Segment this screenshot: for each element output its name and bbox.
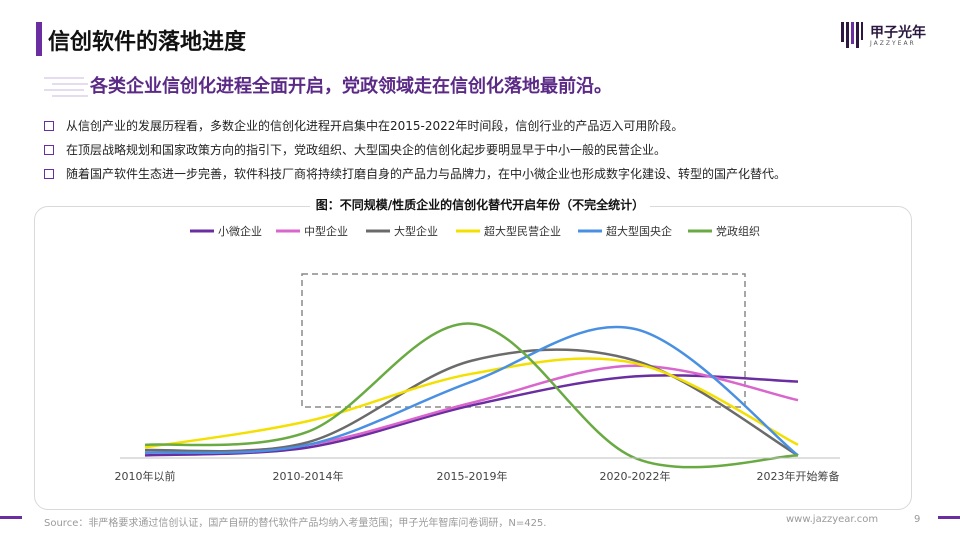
bullet-list: 从信创产业的发展历程看，多数企业的信创化进程开启集中在2015-2022年时间段… — [44, 114, 924, 186]
square-bullet-icon — [44, 169, 54, 179]
legend-label: 超大型国央企 — [606, 224, 672, 238]
legend-label: 大型企业 — [394, 224, 438, 238]
x-tick-label: 2010年以前 — [115, 469, 176, 483]
chart-title-text: 图：不同规模/性质企业的信创化替代开启年份（不完全统计） — [309, 198, 651, 212]
bullet-item: 从信创产业的发展历程看，多数企业的信创化进程开启集中在2015-2022年时间段… — [44, 114, 924, 138]
legend-item-2: 大型企业 — [366, 224, 438, 238]
x-axis-ticks: 2010年以前 2010-2014年 2015-2019年 2020-2022年 202… — [115, 469, 840, 483]
page-number: 9 — [914, 514, 921, 525]
x-tick-label: 2015-2019年 — [437, 469, 508, 483]
series-line-3 — [144, 357, 799, 449]
bullet-text: 从信创产业的发展历程看，多数企业的信创化进程开启集中在2015-2022年时间段… — [66, 119, 684, 133]
legend-label: 小微企业 — [218, 224, 262, 238]
headline-stripes-icon — [44, 77, 88, 97]
website-link[interactable]: www.jazzyear.com — [786, 514, 879, 525]
bullet-item: 在顶层战略规划和国家政策方向的指引下，党政组织、大型国央企的信创化起步要明显早于… — [44, 138, 924, 162]
bullet-item: 随着国产软件生态进一步完善，软件科技厂商将持续打磨自身的产品力与品牌力，在中小微… — [44, 162, 924, 186]
footer-accent-left — [0, 516, 22, 519]
logo-mark-icon — [841, 22, 863, 48]
square-bullet-icon — [44, 121, 54, 131]
legend-item-5: 党政组织 — [688, 224, 760, 238]
bullet-text: 在顶层战略规划和国家政策方向的指引下，党政组织、大型国央企的信创化起步要明显早于… — [66, 143, 667, 157]
logo-name-cn: 甲子光年 — [870, 25, 926, 41]
x-tick-label: 2020-2022年 — [600, 469, 671, 483]
page-title: 信创软件的落地进度 — [48, 30, 247, 55]
logo-name-en: JAZZYEAR — [870, 40, 916, 47]
x-tick-label: 2010-2014年 — [273, 469, 344, 483]
series-line-5 — [144, 322, 799, 469]
headline: 各类企业信创化进程全面开启，党政领域走在信创化落地最前沿。 — [90, 76, 612, 97]
brand-logo: 甲子光年 JAZZYEAR — [840, 20, 940, 52]
source-note: Source：非严格要求通过信创认证，国产自研的替代软件产品均纳入考量范围；甲子… — [44, 518, 547, 529]
legend-item-1: 中型企业 — [276, 224, 348, 238]
chart-legend: 小微企业 中型企业 大型企业 超大型民营企业 超大型国央企 党政组织 — [190, 224, 760, 238]
x-tick-label: 2023年开始筹备 — [757, 469, 840, 483]
legend-item-3: 超大型民营企业 — [456, 224, 561, 238]
title-accent-bar — [36, 22, 42, 56]
series-layer — [144, 322, 799, 469]
legend-label: 超大型民营企业 — [484, 224, 561, 238]
series-line-1 — [144, 364, 799, 454]
bullet-text: 随着国产软件生态进一步完善，软件科技厂商将持续打磨自身的产品力与品牌力，在中小微… — [66, 167, 787, 181]
chart-title: 图：不同规模/性质企业的信创化替代开启年份（不完全统计） — [0, 196, 960, 213]
highlight-box — [301, 273, 746, 408]
series-line-2 — [144, 348, 799, 457]
series-line-4 — [144, 325, 799, 457]
footer-accent-right — [938, 516, 960, 519]
square-bullet-icon — [44, 145, 54, 155]
legend-label: 中型企业 — [304, 224, 348, 238]
legend-item-4: 超大型国央企 — [578, 224, 672, 238]
legend-item-0: 小微企业 — [190, 224, 262, 238]
legend-label: 党政组织 — [716, 224, 760, 238]
